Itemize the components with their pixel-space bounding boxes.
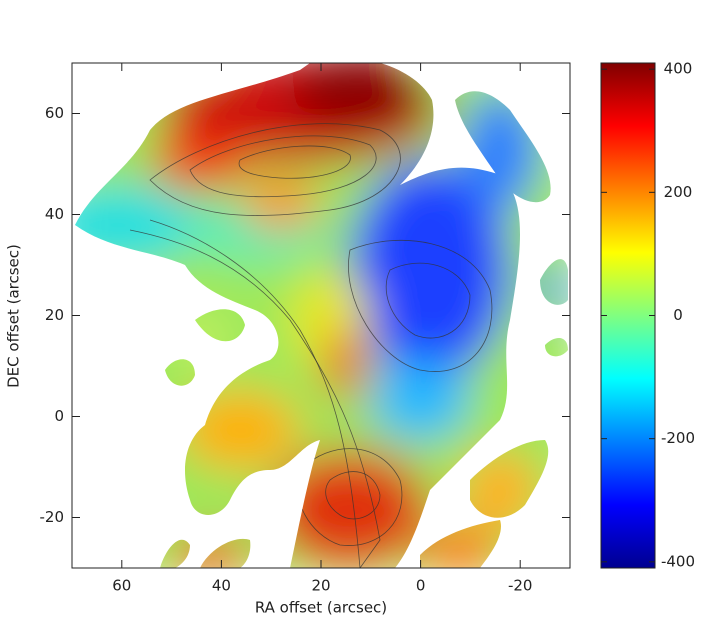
- y-tick-label: 20: [45, 306, 64, 324]
- map: [75, 63, 568, 568]
- x-tick-label: 60: [112, 577, 131, 595]
- y-tick-label: -20: [40, 508, 65, 526]
- colorbar-tick-label: 200: [664, 183, 693, 201]
- x-tick-label: -20: [508, 577, 533, 595]
- colorbar-tick-label: -400: [661, 552, 695, 570]
- contours: [129, 123, 493, 568]
- y-tick-label: 0: [54, 407, 64, 425]
- colorbar-tick-label: -200: [661, 429, 695, 447]
- x-tick-label: 40: [212, 577, 231, 595]
- colorbar: [600, 62, 656, 569]
- x-axis-label: RA offset (arcsec): [255, 599, 387, 617]
- y-tick-label: 60: [45, 104, 64, 122]
- x-tick-label: 0: [416, 577, 426, 595]
- y-tick-label: 40: [45, 205, 64, 223]
- colorbar-tick-label: 400: [664, 60, 693, 78]
- colorbar-tick-label: 0: [673, 306, 683, 324]
- x-tick-label: 20: [311, 577, 330, 595]
- y-axis-label: DEC offset (arcsec): [5, 244, 23, 388]
